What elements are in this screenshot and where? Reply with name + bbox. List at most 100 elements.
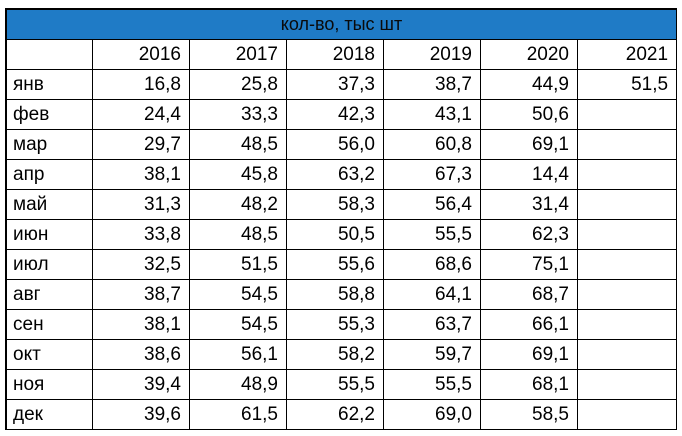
month-label-cell[interactable]: ноя	[6, 369, 93, 400]
value-cell[interactable]: 68,1	[480, 369, 578, 400]
table-row: май 31,3 48,2 58,3 56,4 31,4	[6, 189, 678, 220]
value-cell[interactable]: 66,1	[480, 309, 578, 340]
value-cell[interactable]: 59,7	[383, 339, 481, 370]
month-label-cell[interactable]: янв	[6, 69, 93, 100]
value-cell[interactable]: 55,6	[286, 249, 384, 280]
value-cell[interactable]: 29,7	[92, 129, 190, 160]
month-label-cell[interactable]: июл	[6, 249, 93, 280]
value-cell[interactable]	[576, 339, 678, 370]
value-cell[interactable]: 60,8	[383, 129, 481, 160]
value-cell[interactable]: 68,7	[480, 279, 578, 310]
value-cell[interactable]: 58,3	[286, 189, 384, 220]
title-row: кол-во, тыс шт	[5, 9, 678, 40]
value-cell[interactable]	[576, 189, 678, 220]
year-header-cell[interactable]: 2018	[286, 39, 384, 70]
value-cell[interactable]: 63,7	[383, 309, 481, 340]
value-cell[interactable]: 32,5	[92, 249, 190, 280]
month-label-cell[interactable]: сен	[6, 309, 93, 340]
value-cell[interactable]: 55,3	[286, 309, 384, 340]
value-cell[interactable]: 58,2	[286, 339, 384, 370]
table-row: дек 39,6 61,5 62,2 69,0 58,5	[6, 399, 678, 430]
value-cell[interactable]: 25,8	[189, 69, 287, 100]
value-cell[interactable]: 38,1	[92, 309, 190, 340]
value-cell[interactable]: 56,1	[189, 339, 287, 370]
value-cell[interactable]: 64,1	[383, 279, 481, 310]
value-cell[interactable]: 39,6	[92, 399, 190, 430]
value-cell[interactable]: 55,5	[383, 219, 481, 250]
value-cell[interactable]: 50,6	[480, 99, 578, 130]
month-label-cell[interactable]: дек	[6, 399, 93, 430]
month-label-cell[interactable]: фев	[6, 99, 93, 130]
value-cell[interactable]	[576, 99, 678, 130]
value-cell[interactable]	[576, 309, 678, 340]
value-cell[interactable]: 48,5	[189, 129, 287, 160]
value-cell[interactable]: 38,1	[92, 159, 190, 190]
value-cell[interactable]: 67,3	[383, 159, 481, 190]
value-cell[interactable]: 45,8	[189, 159, 287, 190]
value-cell[interactable]: 69,0	[383, 399, 481, 430]
value-cell[interactable]: 38,6	[92, 339, 190, 370]
value-cell[interactable]: 58,8	[286, 279, 384, 310]
value-cell[interactable]: 58,5	[480, 399, 578, 430]
table-row: мар 29,7 48,5 56,0 60,8 69,1	[6, 129, 678, 160]
table-title[interactable]: кол-во, тыс шт	[5, 9, 678, 40]
value-cell[interactable]: 56,4	[383, 189, 481, 220]
table-row: авг 38,7 54,5 58,8 64,1 68,7	[6, 279, 678, 310]
month-label-cell[interactable]: май	[6, 189, 93, 220]
value-cell[interactable]: 48,5	[189, 219, 287, 250]
value-cell[interactable]: 43,1	[383, 99, 481, 130]
month-label-cell[interactable]: мар	[6, 129, 93, 160]
value-cell[interactable]: 69,1	[480, 129, 578, 160]
value-cell[interactable]: 37,3	[286, 69, 384, 100]
value-cell[interactable]: 44,9	[480, 69, 578, 100]
year-header-cell[interactable]: 2019	[383, 39, 481, 70]
value-cell[interactable]: 54,5	[189, 309, 287, 340]
month-label-cell[interactable]: апр	[6, 159, 93, 190]
value-cell[interactable]: 42,3	[286, 99, 384, 130]
value-cell[interactable]	[576, 369, 678, 400]
value-cell[interactable]: 55,5	[383, 369, 481, 400]
table-row: июн 33,8 48,5 50,5 55,5 62,3	[6, 219, 678, 250]
value-cell[interactable]: 63,2	[286, 159, 384, 190]
year-header-cell[interactable]: 2016	[92, 39, 190, 70]
value-cell[interactable]: 33,8	[92, 219, 190, 250]
value-cell[interactable]: 54,5	[189, 279, 287, 310]
value-cell[interactable]: 38,7	[383, 69, 481, 100]
value-cell[interactable]	[576, 159, 678, 190]
value-cell[interactable]	[576, 129, 678, 160]
value-cell[interactable]: 56,0	[286, 129, 384, 160]
year-header-cell[interactable]: 2021	[576, 39, 678, 70]
value-cell[interactable]	[576, 279, 678, 310]
value-cell[interactable]	[576, 399, 678, 430]
value-cell[interactable]: 68,6	[383, 249, 481, 280]
year-header-cell[interactable]: 2020	[480, 39, 578, 70]
value-cell[interactable]: 48,2	[189, 189, 287, 220]
value-cell[interactable]: 51,5	[189, 249, 287, 280]
month-label-cell[interactable]: окт	[6, 339, 93, 370]
value-cell[interactable]: 24,4	[92, 99, 190, 130]
value-cell[interactable]: 31,3	[92, 189, 190, 220]
value-cell[interactable]: 50,5	[286, 219, 384, 250]
value-cell[interactable]: 39,4	[92, 369, 190, 400]
value-cell[interactable]: 69,1	[480, 339, 578, 370]
value-cell[interactable]: 31,4	[480, 189, 578, 220]
value-cell[interactable]: 62,2	[286, 399, 384, 430]
value-cell[interactable]: 33,3	[189, 99, 287, 130]
value-cell[interactable]: 16,8	[92, 69, 190, 100]
value-cell[interactable]: 62,3	[480, 219, 578, 250]
table-row: сен 38,1 54,5 55,3 63,7 66,1	[6, 309, 678, 340]
value-cell[interactable]: 61,5	[189, 399, 287, 430]
table-row: апр 38,1 45,8 63,2 67,3 14,4	[6, 159, 678, 190]
value-cell[interactable]	[576, 249, 678, 280]
month-label-cell[interactable]: июн	[6, 219, 93, 250]
year-header-cell[interactable]: 2017	[189, 39, 287, 70]
header-corner-cell[interactable]	[6, 39, 93, 70]
month-label-cell[interactable]: авг	[6, 279, 93, 310]
value-cell[interactable]	[576, 219, 678, 250]
value-cell[interactable]: 55,5	[286, 369, 384, 400]
value-cell[interactable]: 75,1	[480, 249, 578, 280]
value-cell[interactable]: 48,9	[189, 369, 287, 400]
value-cell[interactable]: 38,7	[92, 279, 190, 310]
value-cell[interactable]: 51,5	[576, 69, 678, 100]
value-cell[interactable]: 14,4	[480, 159, 578, 190]
